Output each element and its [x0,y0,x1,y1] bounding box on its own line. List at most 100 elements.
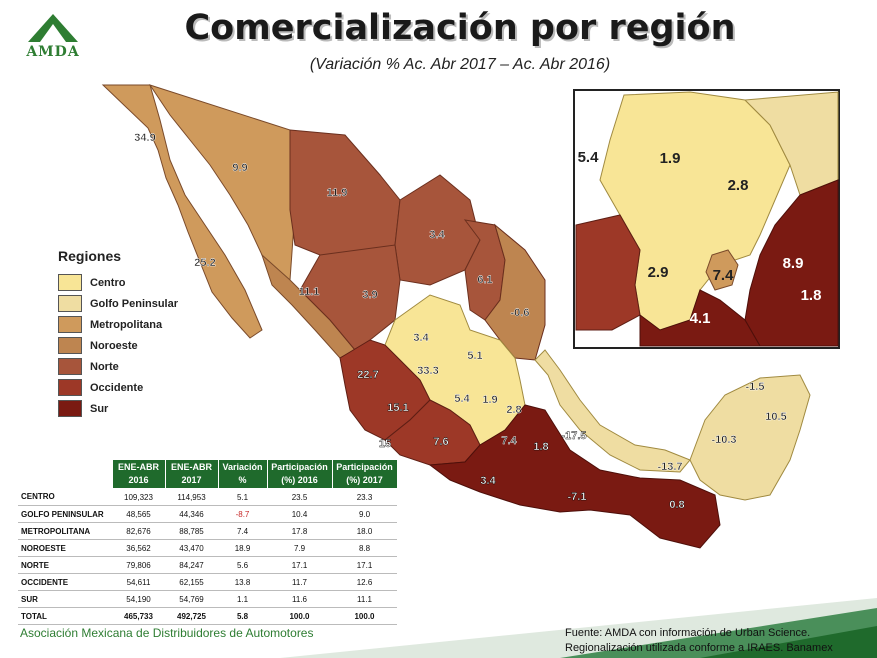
table-header-row: ENE-ABR 2016 ENE-ABR 2017 Variación % Pa… [18,459,398,489]
table-cell: 82,676 [112,522,165,540]
table-cell: 10.4 [267,505,332,523]
map-value-label: 15 [379,438,391,450]
map-value-label: 3.9 [362,289,377,301]
legend-label: Norte [90,360,119,373]
map-value-label: -1.5 [746,381,765,393]
table-cell: 17.8 [267,522,332,540]
table-cell: NORTE [18,556,112,574]
table-cell: TOTAL [18,607,112,625]
inset-labels: 5.4 1.9 2.8 2.9 7.4 8.9 1.8 4.1 [578,149,822,327]
map-value-label: 22.7 [357,369,378,381]
table-cell: METROPOLITANA [18,522,112,540]
table-cell: SUR [18,590,112,608]
table-row: TOTAL 465,733 492,725 5.8 100.0 100.0 [18,607,397,625]
table-cell: 5.6 [218,556,267,574]
table-cell: CENTRO [18,488,112,506]
table-cell: 465,733 [112,607,165,625]
map-value-label: 5.1 [467,350,482,362]
table-cell: GOLFO PENINSULAR [18,505,112,523]
inset-value-label: 2.9 [648,264,669,281]
table-cell: 54,190 [112,590,165,608]
table-cell: 11.7 [267,573,332,591]
table-header-region [18,460,112,489]
table-cell: 79,806 [112,556,165,574]
table-cell: 100.0 [267,607,332,625]
inset-value-label: 7.4 [713,267,735,284]
map-value-label: 7.6 [433,436,448,448]
table-cell: 62,155 [165,573,218,591]
table-cell: 109,323 [112,488,165,506]
table-header: Variación % [217,459,268,489]
inset-value-label: 2.8 [728,177,749,194]
page-subtitle: (Variación % Ac. Abr 2017 – Ac. Abr 2016… [309,56,611,73]
inset-sur-left [575,214,641,331]
map-value-label: 0.8 [669,499,684,511]
map-value-label: 33.3 [417,365,438,377]
table-cell: NOROESTE [18,539,112,557]
inset-value-label: 1.8 [801,287,822,304]
organization-name: Asociación Mexicana de Distribuidores de… [20,626,314,640]
table-cell: 13.8 [218,573,267,591]
map-value-label: 9.9 [232,162,247,174]
map-value-label: 2.8 [506,404,521,416]
map-value-label: -17.5 [561,430,586,442]
map-value-label: 5.4 [454,393,470,405]
region-yucatan [689,374,811,501]
map-value-label: -10.3 [711,434,736,446]
table-cell: 84,247 [165,556,218,574]
inset-value-label: 1.9 [660,150,681,167]
footer-band [280,598,877,658]
table-header: Participación (%) 2016 [266,459,333,489]
legend-swatch [58,358,82,375]
logo-text: AMDA [26,44,80,60]
map-value-label: 11.9 [327,187,348,199]
legend-item: Occidente [58,377,178,398]
map-value-label: -13.7 [657,461,682,473]
map-value-label: 15.1 [387,402,408,414]
source-line: Regionalización utilizada conforme a IRA… [565,642,833,654]
table-cell: OCCIDENTE [18,573,112,591]
legend-swatch [58,337,82,354]
map-value-label: -7.1 [568,491,587,503]
page-title: Comercialización por región [184,8,736,48]
legend-item: Sur [58,398,178,419]
map-value-label: 11.1 [299,286,320,298]
table-cell: 17.1 [332,556,397,574]
regional-sales-table: ENE-ABR 2016 ENE-ABR 2017 Variación % Pa… [18,459,398,625]
legend-item: Noroeste [58,335,178,356]
table-cell: 11.1 [332,590,397,608]
table-cell: 23.5 [267,488,332,506]
table-row: OCCIDENTE 54,611 62,155 13.8 11.7 12.6 [18,573,397,591]
table-cell: 11.6 [267,590,332,608]
mountain-icon [28,14,78,42]
legend-item: Centro [58,272,178,293]
legend-swatch [58,274,82,291]
table-cell: 36,562 [112,539,165,557]
legend-label: Golfo Peninsular [90,297,179,310]
table-cell: 492,725 [165,607,218,625]
legend-item: Metropolitana [58,314,178,335]
table-header: ENE-ABR 2017 [164,459,219,489]
inset-value-label: 5.4 [578,149,600,166]
legend-label: Sur [90,402,109,415]
map-value-label: 1.9 [482,394,497,406]
table-cell: 9.0 [332,505,397,523]
legend-title: Regiones [58,248,122,264]
table-cell: 44,346 [165,505,218,523]
map-value-label: 34.9 [134,132,155,144]
table-cell: 5.1 [218,488,267,506]
legend-item: Norte [58,356,178,377]
inset-sur-bottom [639,289,761,347]
map-value-label: 10.5 [765,411,786,423]
region-baja-california [101,84,263,339]
table-cell: 7.9 [267,539,332,557]
legend-label: Centro [90,276,126,289]
amda-logo: AMDA [18,12,88,64]
map-labels: 34.9 9.9 25.2 11.9 3.4 11.1 3.9 6.1 -0.6 3.4 5.1 33… [134,132,787,511]
map-value-label: 25.2 [194,257,215,269]
table-cell: 7.4 [218,522,267,540]
map-value-label: 1.8 [533,441,548,453]
table-row: METROPOLITANA 82,676 88,785 7.4 17.8 18.0 [18,522,397,540]
table-cell: -8.7 [218,505,267,523]
